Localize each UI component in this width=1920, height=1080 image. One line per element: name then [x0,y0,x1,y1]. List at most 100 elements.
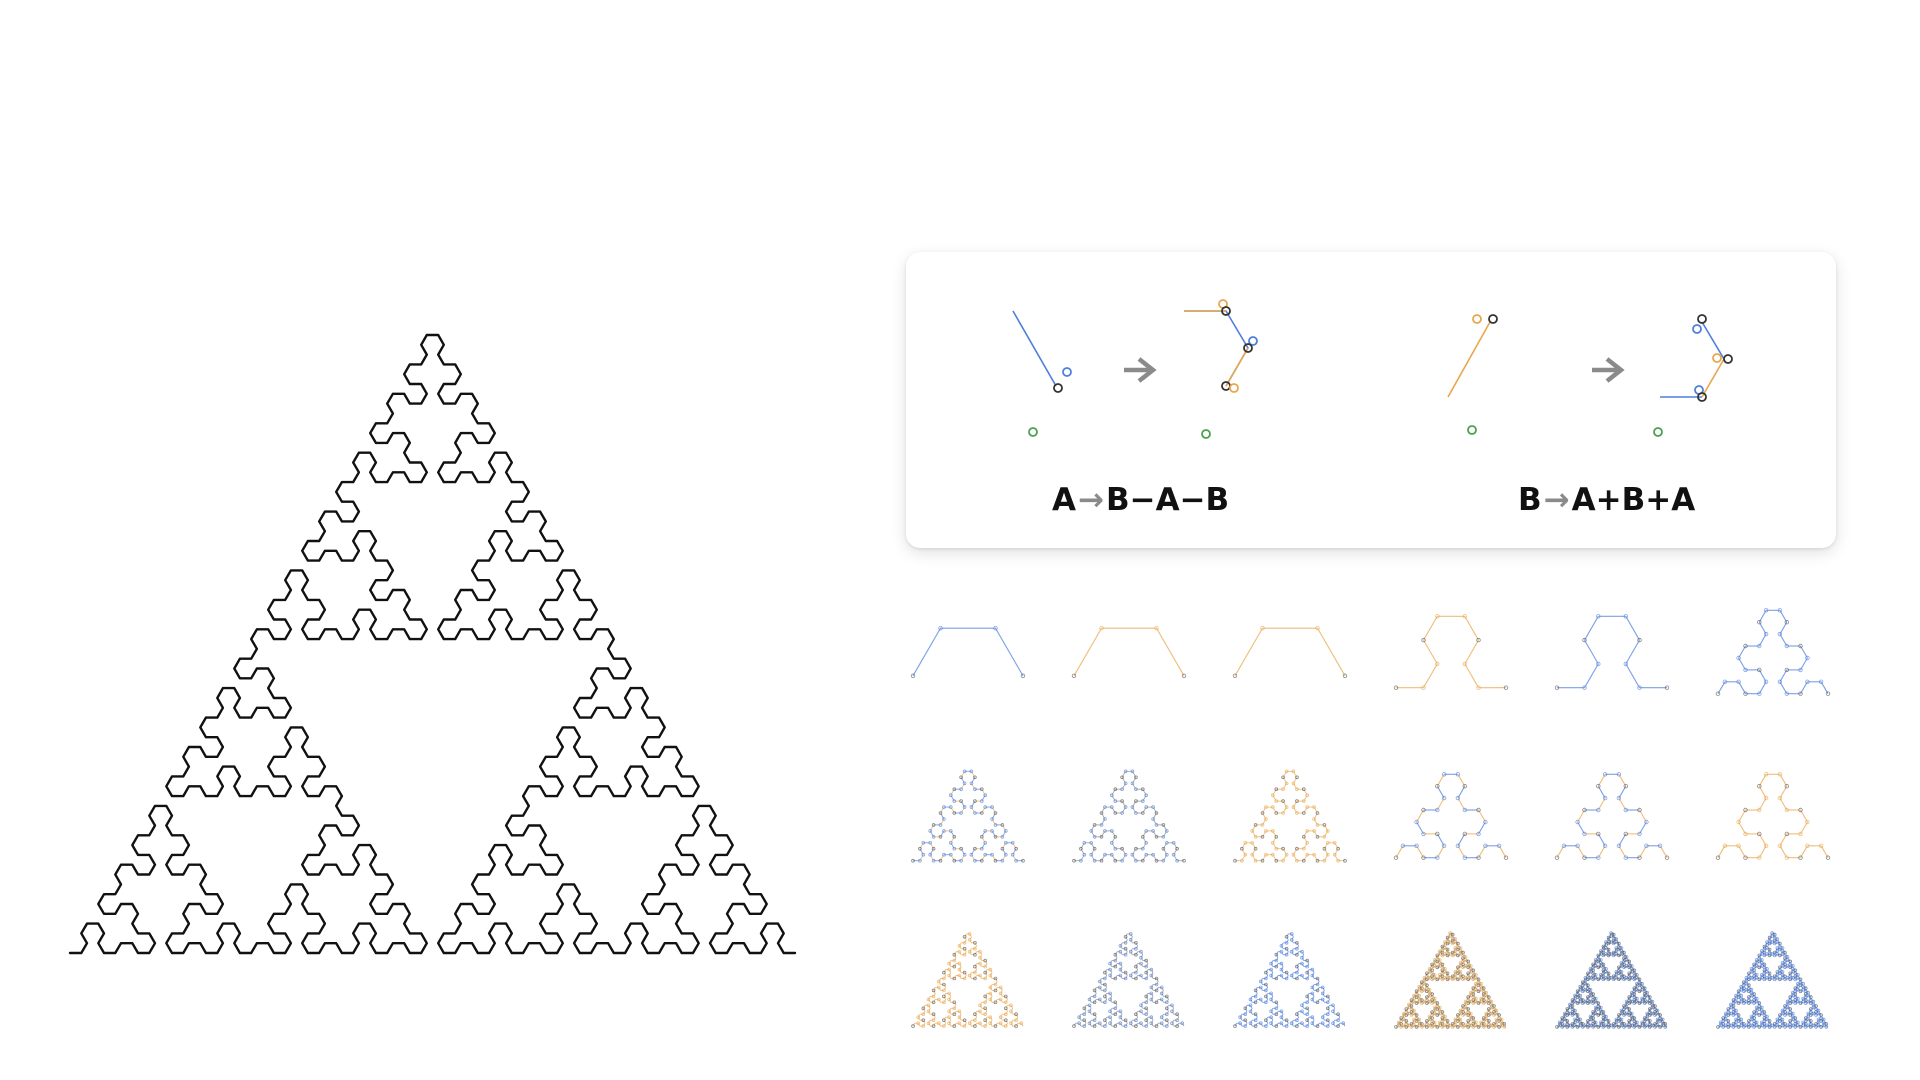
thumbnail-node [1144,970,1148,975]
thumbnail-node [1077,1021,1081,1025]
thumbnail-node [978,955,982,960]
thumbnail-node [1284,976,1289,981]
thumbnail-node [1003,1024,1008,1028]
thumbnail-node [942,970,946,975]
thumbnail-segment [1779,621,1788,635]
thumbnail-node [1604,940,1608,944]
thumbnail-node [1089,840,1093,845]
rule-a-arrow-icon [1124,357,1157,383]
thumbnail-node [1609,975,1613,980]
thumbnail-node [1461,1010,1465,1014]
thumbnail-node [1487,1019,1491,1023]
thumbnail-node [959,846,963,851]
thumbnail-node [1232,673,1238,678]
thumbnail-node [1445,971,1450,976]
thumbnail-node [1326,840,1330,845]
thumbnail-node [957,1015,962,1019]
thumbnail-node [1650,1023,1655,1028]
thumbnail-node [1014,858,1018,863]
thumbnail-node [988,973,993,978]
thumbnail-node [1343,858,1347,863]
thumbnail-node [1617,977,1621,982]
thumbnail-node [1009,1009,1013,1014]
thumbnail-node [952,811,957,815]
thumbnail-node [1425,1019,1429,1023]
thumbnail-node [1627,1013,1631,1017]
thumbnail-node [1644,843,1649,848]
thumbnail-segment [1436,797,1445,811]
thumbnail-node [1749,999,1754,1004]
thumbnail-node [1421,637,1426,643]
thumbnail-node [1474,1023,1478,1028]
thumbnail-node [1171,852,1176,857]
thumbnail-node [1274,787,1279,791]
thumbnail-node [1650,1002,1655,1007]
thumbnail-segment [1820,681,1829,694]
thumbnail-node [1632,977,1637,982]
thumbnail-node [1300,961,1304,966]
thumbnail-node [1430,992,1434,996]
thumbnail-node [1466,971,1470,976]
thumbnail-node [1284,934,1289,939]
thumbnail-node [979,787,984,791]
thumbnail-segment [1758,610,1767,623]
thumbnail-node [1320,997,1325,1002]
thumbnail-node [1003,852,1008,857]
thumbnail-node [1432,996,1437,1001]
thumbnail-node [1777,843,1783,848]
thumbnail-node [1087,997,1092,1002]
thumbnail-node [1336,1012,1340,1016]
thumbnail-node [1747,1019,1751,1023]
thumbnail-node [1099,626,1104,631]
thumbnail-node [1399,1016,1403,1020]
thumbnail-segment [1800,645,1808,659]
thumbnail-node [1289,949,1294,954]
thumbnail-node [1440,1025,1445,1029]
thumbnail-node [1269,1009,1273,1014]
thumbnail-node [988,1015,993,1019]
thumbnail-node [1630,966,1634,971]
thumbnail-node [1113,1000,1118,1005]
thumbnail-node [1099,811,1104,815]
iteration-thumbnail [910,626,1026,678]
thumbnail-node [1123,769,1128,774]
thumbnail-node [1476,1001,1481,1005]
thumbnail-node [1108,997,1112,1002]
thumbnail-node [1736,679,1741,684]
thumbnail-node [1092,994,1097,999]
thumbnail-node [1777,679,1783,684]
rule-a-input-segment [1012,310,1072,437]
thumbnail-node [1432,975,1437,980]
thumbnail-node [926,997,931,1002]
thumbnail-node [1320,991,1325,996]
thumbnail-node [1616,795,1622,801]
thumbnail-node [1455,795,1461,801]
thumbnail-node [1427,999,1432,1004]
thumbnail-node [1757,667,1762,673]
thumbnail-node [1269,1021,1273,1025]
thumbnail-node [952,976,957,981]
thumbnail-node [947,991,951,996]
thumbnail-node [1010,852,1015,857]
thumbnail-node [1784,784,1789,789]
thumbnail-node [1300,1009,1304,1014]
thumbnail-node [1484,1011,1488,1016]
rule-b-rhs: A+B+A [1571,482,1696,518]
thumbnail-node [1450,1025,1455,1029]
thumbnail-node [1588,993,1593,998]
thumbnail-node [993,626,998,631]
thumbnail-segment [1779,774,1788,787]
thumbnail-node [1000,846,1005,851]
thumbnail-node [1149,1015,1154,1019]
thumbnail-node [1568,1002,1572,1007]
thumbnail-node [1108,991,1112,996]
thumbnail-node [1658,1025,1662,1029]
thumbnail-node [983,852,987,857]
thumbnail-node [1765,966,1769,971]
iteration-thumbnail [911,932,1024,1028]
thumbnail-node [1003,1006,1008,1011]
thumbnail-node [1435,661,1440,667]
iteration-thumbnail [1554,772,1670,860]
thumbnail-node [1466,1013,1470,1017]
thumbnail-node [1175,1012,1179,1016]
